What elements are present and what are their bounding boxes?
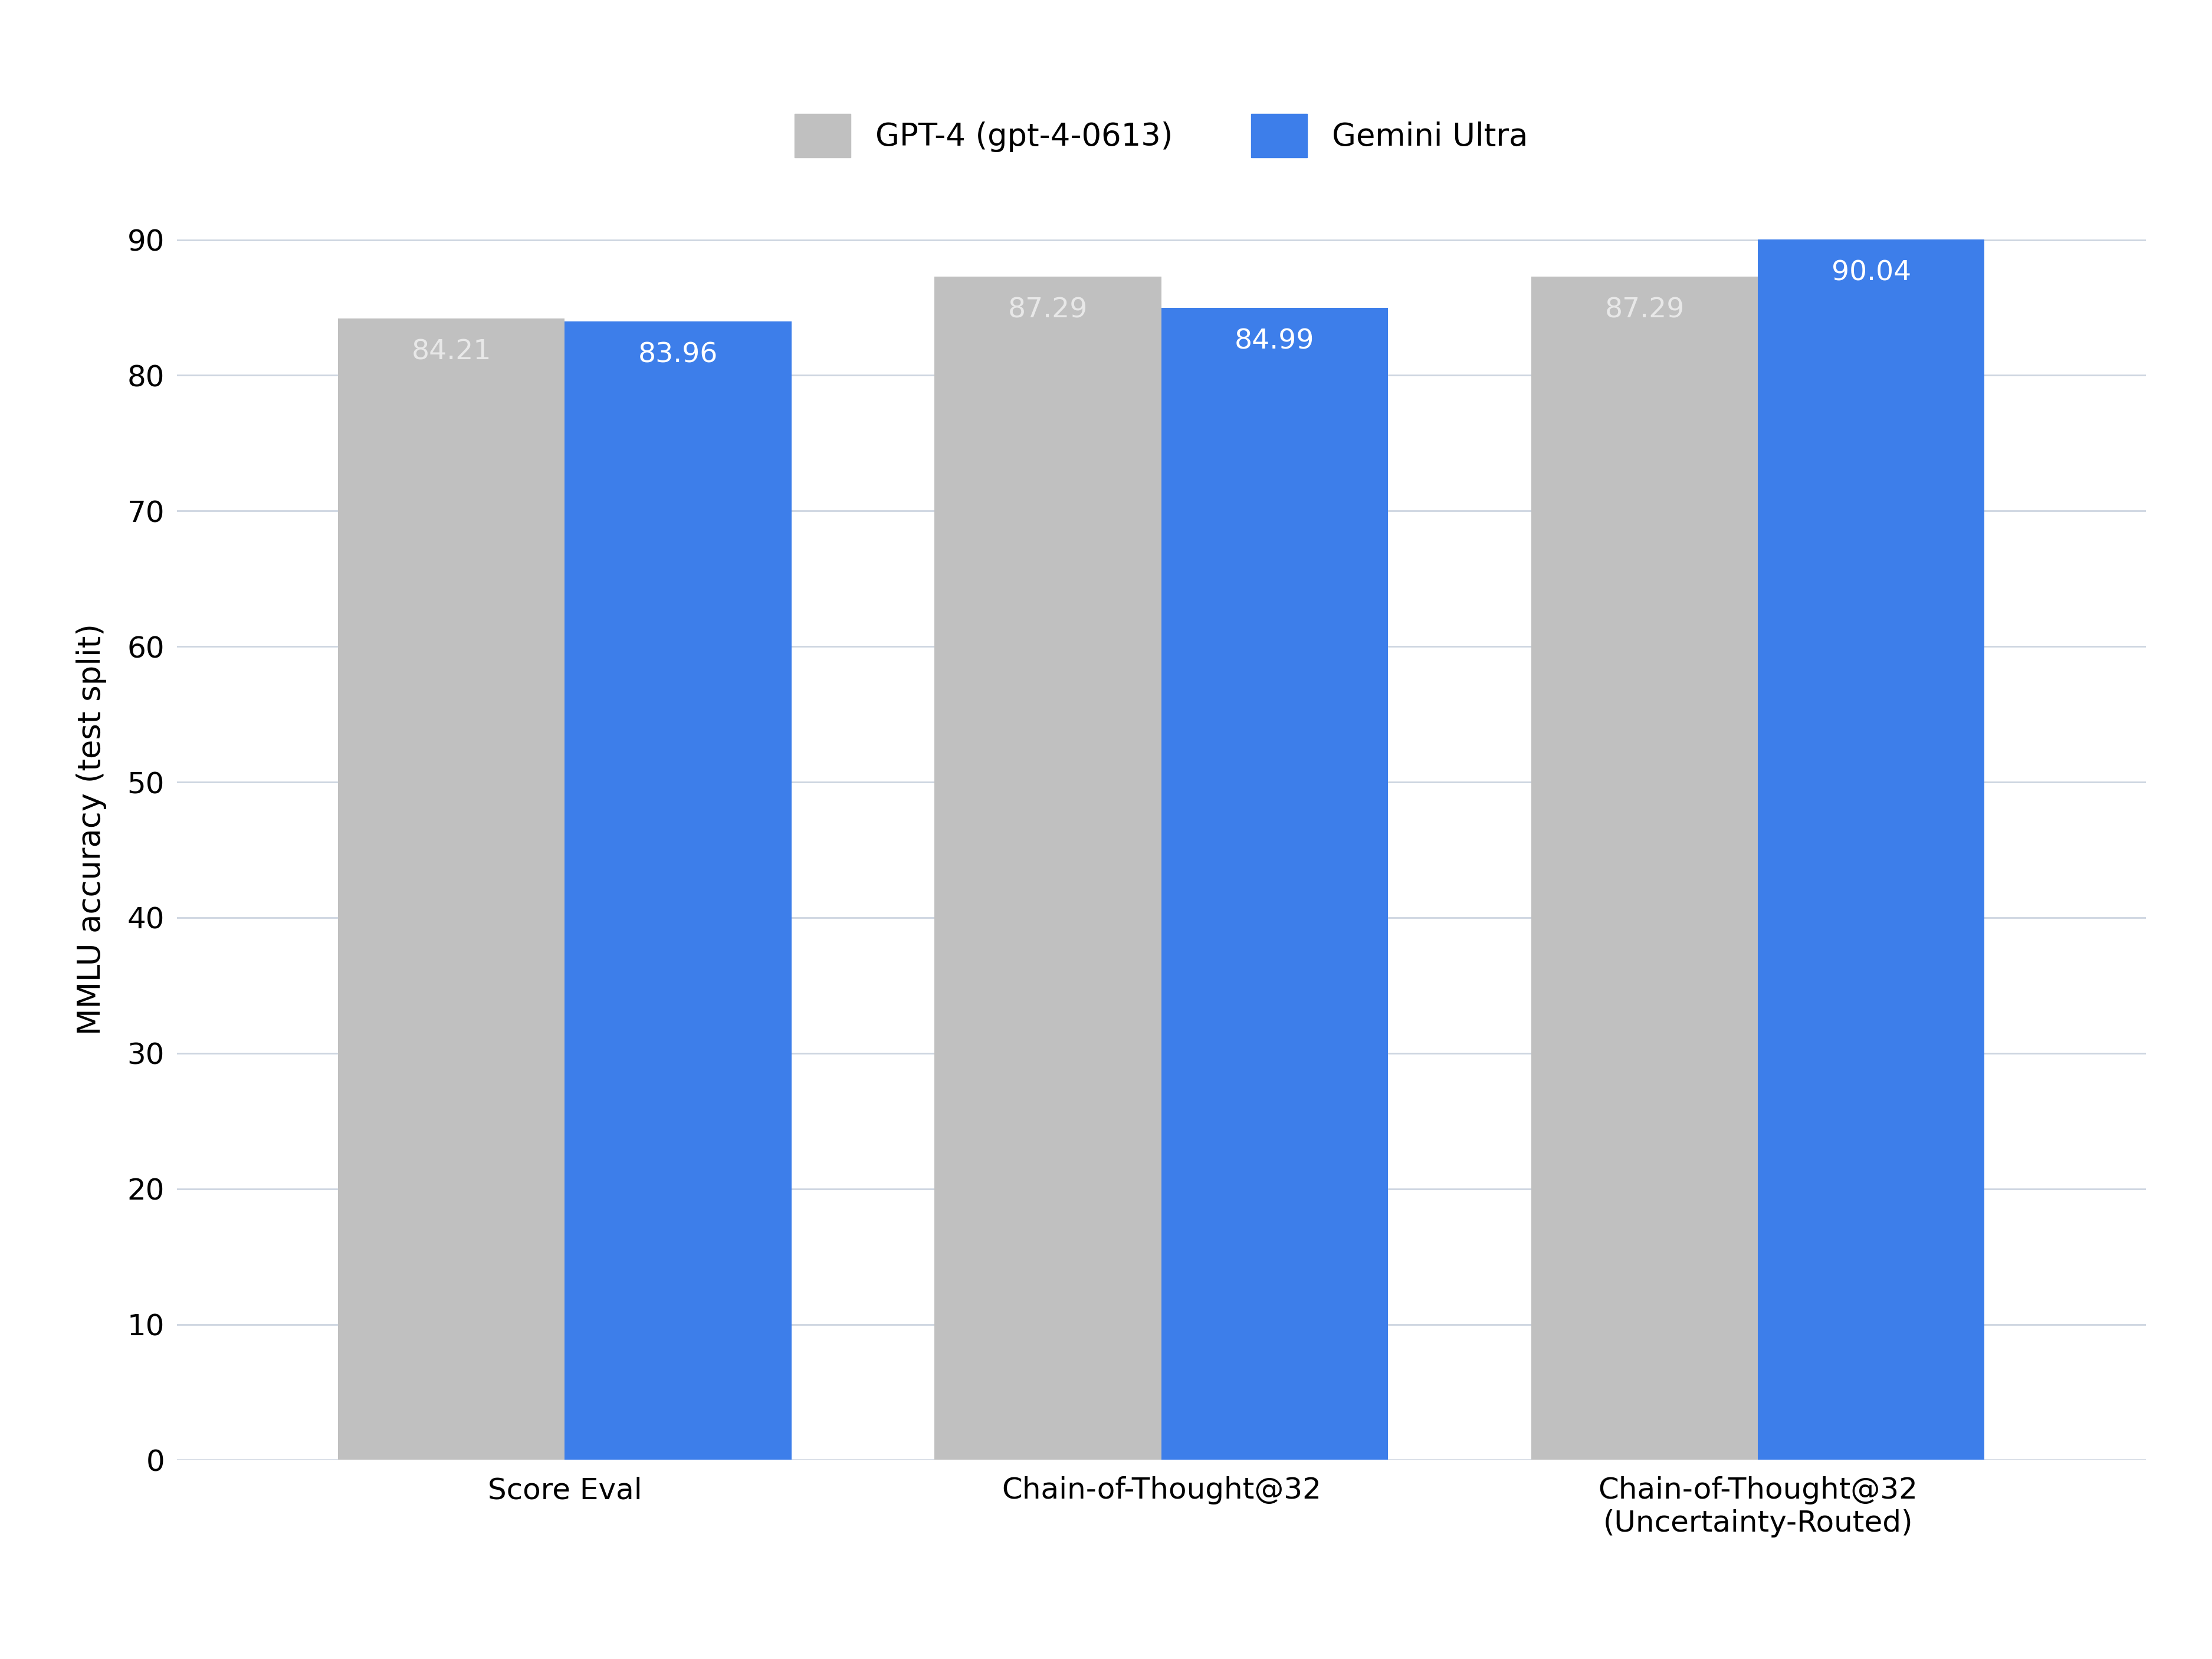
Text: 84.21: 84.21: [411, 338, 491, 365]
Text: 90.04: 90.04: [1832, 259, 1911, 285]
Text: 87.29: 87.29: [1604, 297, 1686, 324]
Legend: GPT-4 (gpt-4-0613), Gemini Ultra: GPT-4 (gpt-4-0613), Gemini Ultra: [783, 101, 1540, 171]
Text: 87.29: 87.29: [1009, 297, 1088, 324]
Bar: [1759, 239, 1984, 1460]
Bar: [1531, 277, 1759, 1460]
Bar: [936, 277, 1161, 1460]
Text: 84.99: 84.99: [1234, 328, 1314, 355]
Y-axis label: MMLU accuracy (test split): MMLU accuracy (test split): [75, 624, 106, 1035]
Text: 83.96: 83.96: [637, 342, 719, 368]
Bar: [338, 319, 564, 1460]
Bar: [564, 322, 792, 1460]
Bar: [1161, 307, 1387, 1460]
